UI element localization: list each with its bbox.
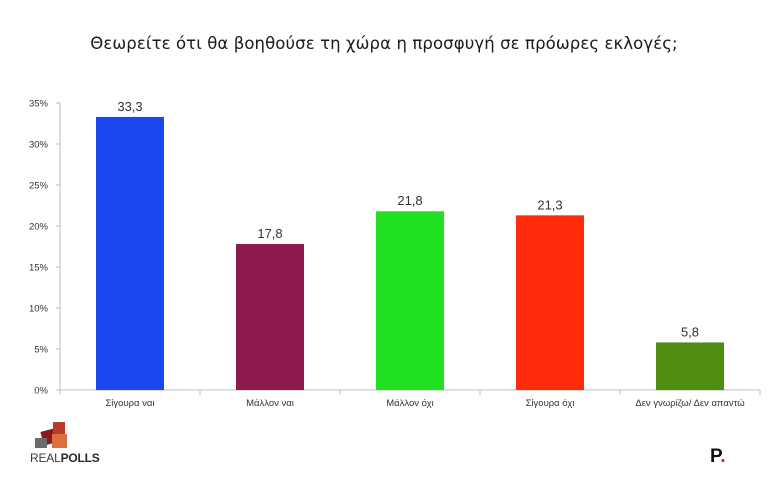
x-tick-label: Σίγουρα όχι: [526, 398, 575, 409]
brand-mark: P.: [710, 446, 726, 467]
bar-value-label: 21,3: [537, 197, 562, 212]
y-tick-label: 0%: [34, 386, 48, 397]
bar: [236, 244, 304, 390]
y-tick-label: 25%: [29, 181, 49, 192]
bar: [96, 116, 164, 390]
x-tick-label: Μάλλον ναι: [246, 398, 294, 409]
realpolls-logo-text: REALPOLLS: [30, 451, 100, 465]
bar-value-label: 21,8: [397, 193, 422, 208]
bar-value-label: 17,8: [257, 226, 282, 241]
y-tick-label: 20%: [29, 222, 49, 233]
bar: [376, 211, 444, 390]
x-tick-label: Μάλλον όχι: [386, 398, 434, 409]
bar-value-label: 33,3: [117, 99, 142, 114]
y-tick-label: 5%: [34, 345, 48, 356]
x-tick-label: Σίγουρα ναι: [105, 398, 154, 409]
y-tick-label: 30%: [29, 140, 49, 151]
y-tick-label: 10%: [29, 304, 49, 315]
bar: [656, 342, 724, 390]
y-tick-label: 35%: [29, 99, 49, 110]
x-tick-label: Δεν γνωρίζω/ Δεν απαντώ: [635, 398, 745, 409]
realpolls-logo-icon: [35, 422, 67, 448]
bar: [516, 215, 584, 390]
chart-title: Θεωρείτε ότι θα βοηθούσε τη χώρα η προσφ…: [90, 34, 678, 53]
bar-value-label: 5,8: [681, 324, 699, 339]
y-tick-label: 15%: [29, 263, 49, 274]
